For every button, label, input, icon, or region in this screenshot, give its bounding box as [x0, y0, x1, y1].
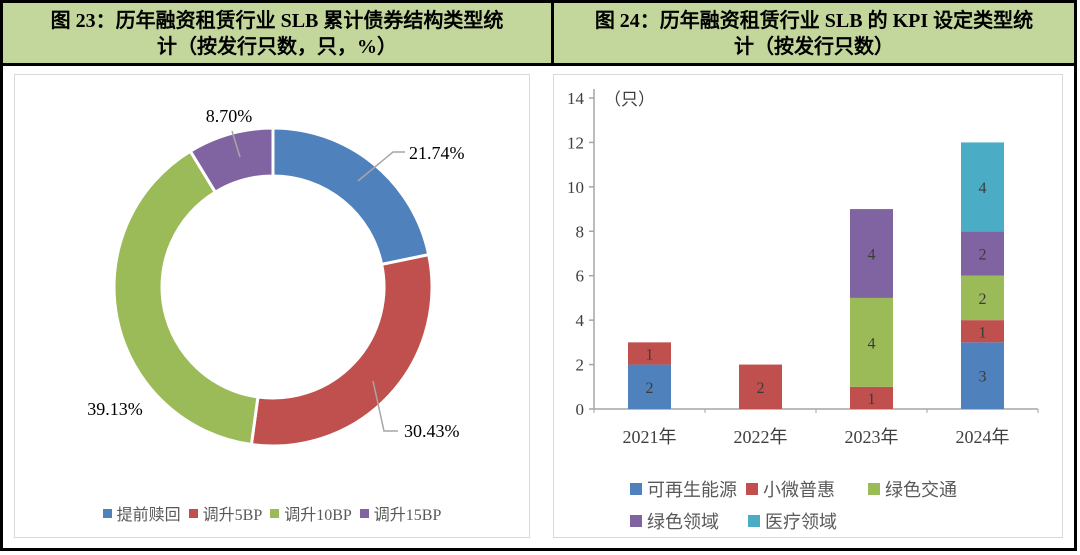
figure-23-title-line1: 图 23：历年融资租赁行业 SLB 累计债券结构类型统 [50, 10, 504, 32]
bar-legend-swatch-绿色交通 [868, 483, 880, 495]
donut-chart-svg: 21.74% 30.43% 39.13% 8.70% [87, 106, 465, 448]
donut-slice-3 [188, 126, 275, 195]
donut-legend-label-1: 调升5BP [202, 507, 263, 524]
bar-segment-label-2024年-绿色交通: 2 [979, 291, 987, 308]
y-tick-label-14: 14 [567, 89, 585, 108]
bar-legend-item-可再生能源: 可再生能源 [630, 476, 737, 502]
bar-legend-swatch-小微普惠 [746, 483, 758, 495]
bar-legend-item-绿色领域: 绿色领域 [630, 508, 719, 534]
donut-leader-line-1 [372, 380, 398, 432]
donut-legend-item-3: 调升15BP [359, 501, 442, 525]
x-category-label-0: 2021年 [623, 427, 677, 447]
bar-segment-label-2024年-医疗领域: 4 [979, 180, 987, 197]
bar-segment-2024年-医疗领域 [961, 142, 1004, 232]
y-tick-label-2: 2 [576, 356, 585, 375]
bar-segment-2023年-绿色交通 [850, 297, 893, 387]
bar-segment-2023年-小微普惠 [850, 386, 893, 409]
bar-legend-swatch-绿色领域 [630, 515, 642, 527]
y-axis-unit-label: （只） [604, 90, 655, 109]
bar-segment-2022年-小微普惠 [739, 364, 782, 409]
bar-segment-label-2024年-可再生能源: 3 [979, 369, 987, 386]
bar-segment-label-2021年-可再生能源: 2 [646, 380, 654, 397]
bar-legend-label-医疗领域: 医疗领域 [765, 512, 837, 532]
bar-legend-label-可再生能源: 可再生能源 [647, 480, 737, 500]
x-category-label-3: 2024年 [956, 427, 1010, 447]
bar-segment-label-2024年-绿色领域: 2 [979, 247, 987, 264]
y-tick-label-12: 12 [567, 133, 584, 152]
donut-leader-line-0 [357, 151, 405, 182]
donut-slice-1 [249, 252, 434, 448]
bar-legend-swatch-医疗领域 [748, 515, 760, 527]
bar-segment-label-2024年-小微普惠: 1 [979, 324, 987, 341]
x-category-label-1: 2022年 [734, 427, 788, 447]
bar-legend-label-小微普惠: 小微普惠 [763, 480, 835, 500]
donut-legend-swatch-0 [102, 508, 112, 518]
donut-legend-swatch-1 [188, 508, 198, 518]
donut-legend-item-0: 提前赎回 [102, 501, 181, 525]
bar-legend-item-绿色交通: 绿色交通 [868, 476, 957, 502]
bar-segment-label-2023年-绿色交通: 4 [868, 335, 876, 352]
bar-chart-panel: 0 2 4 6 8 10 12 14 （只） 2 1 2021年 2 2022年 1 4 4 2023年 3 1 2 2 4… [553, 74, 1063, 538]
bar-legend-row-1: 绿色领域 医疗领域 [554, 508, 1062, 532]
bar-legend-label-绿色领域: 绿色领域 [647, 512, 719, 532]
charts-area: 21.74% 30.43% 39.13% 8.70% 提前赎回 调升5BP 调升10BP 调… [3, 66, 1074, 548]
donut-chart-panel: 21.74% 30.43% 39.13% 8.70% 提前赎回 调升5BP 调升10BP 调… [14, 74, 530, 538]
bar-segment-label-2021年-小微普惠: 1 [646, 346, 654, 363]
x-category-label-2: 2023年 [845, 427, 899, 447]
bar-segment-label-2023年-绿色领域: 4 [868, 247, 876, 264]
y-tick-label-10: 10 [567, 178, 584, 197]
donut-slice-2 [112, 149, 260, 447]
donut-value-label-2: 39.13% [87, 399, 143, 419]
donut-value-label-3: 8.70% [206, 106, 253, 126]
donut-legend-swatch-3 [359, 508, 369, 518]
figure-23-title-line2: 计（按发行只数，只，%） [157, 36, 397, 58]
bar-segment-2021年-小微普惠 [628, 342, 671, 365]
figure-24-title-line1: 图 24：历年融资租赁行业 SLB 的 KPI 设定类型统 [594, 10, 1034, 32]
donut-legend: 提前赎回 调升5BP 调升10BP 调升15BP [15, 501, 529, 525]
y-tick-label-6: 6 [576, 267, 585, 286]
figure-24-title: 图 24：历年融资租赁行业 SLB 的 KPI 设定类型统 计（按发行只数） [554, 3, 1074, 63]
bar-segment-2023年-绿色领域 [850, 209, 893, 298]
donut-legend-item-2: 调升10BP [270, 501, 352, 525]
bar-legend-item-医疗领域: 医疗领域 [748, 508, 837, 534]
donut-value-label-0: 21.74% [409, 143, 465, 163]
figure-24-title-line2: 计（按发行只数） [734, 36, 894, 58]
donut-slice-0 [271, 126, 431, 267]
donut-value-label-1: 30.43% [404, 421, 460, 441]
y-tick-label-0: 0 [576, 400, 585, 419]
figure-23-title: 图 23：历年融资租赁行业 SLB 累计债券结构类型统 计（按发行只数，只，%） [3, 3, 554, 63]
bar-segment-2024年-绿色交通 [961, 275, 1004, 321]
bar-legend-swatch-可再生能源 [630, 483, 642, 495]
donut-legend-item-1: 调升5BP [188, 501, 263, 525]
bar-segment-2024年-可再生能源 [961, 342, 1004, 409]
donut-leader-line-3 [231, 130, 241, 158]
bar-legend-item-小微普惠: 小微普惠 [746, 476, 835, 502]
bar-segment-2024年-小微普惠 [961, 320, 1004, 343]
figure-titles-row: 图 23：历年融资租赁行业 SLB 累计债券结构类型统 计（按发行只数，只，%）… [3, 3, 1074, 66]
donut-legend-label-0: 提前赎回 [116, 507, 181, 524]
donut-legend-label-3: 调升15BP [373, 507, 442, 524]
bar-segment-label-2022年-小微普惠: 2 [757, 380, 765, 397]
bar-segment-2021年-可再生能源 [628, 364, 671, 409]
donut-legend-swatch-2 [270, 508, 280, 518]
bar-legend-row-0: 可再生能源 小微普惠 绿色交通 [554, 476, 1062, 500]
y-tick-label-8: 8 [576, 222, 585, 241]
donut-legend-label-2: 调升10BP [284, 507, 352, 524]
bar-legend-label-绿色交通: 绿色交通 [885, 480, 957, 500]
y-tick-label-4: 4 [576, 311, 585, 330]
bar-segment-label-2023年-小微普惠: 1 [868, 391, 876, 408]
bar-segment-2024年-绿色领域 [961, 231, 1004, 276]
